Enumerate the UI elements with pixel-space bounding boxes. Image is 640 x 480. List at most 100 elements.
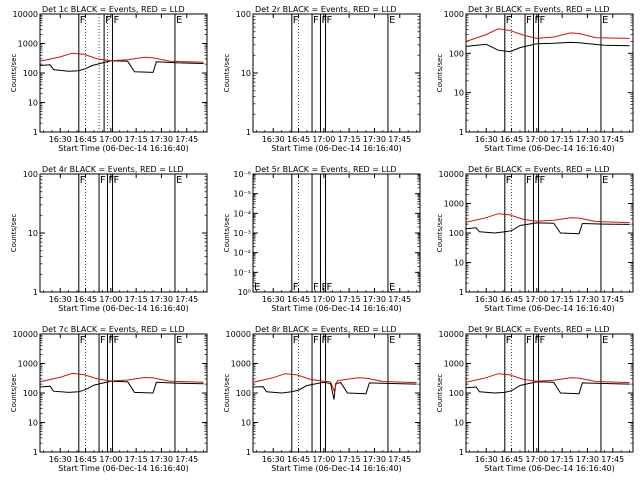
x-tick-label: 17:00 — [525, 455, 548, 464]
x-axis-label: Start Time (06-Dec-14 16:16:40) — [58, 304, 189, 313]
flag-label: F — [321, 282, 327, 293]
plot-frame — [252, 173, 421, 293]
x-tick-label: 17:15 — [551, 295, 574, 304]
panel-title: Det 7c BLACK = Events, RED = LLD — [42, 325, 185, 334]
flag-label: F — [506, 175, 512, 186]
x-tick-label: 17:00 — [312, 455, 335, 464]
y-tick-label: 100 — [236, 389, 251, 398]
x-tick-label: 16:30 — [475, 135, 498, 144]
x-tick-label: 17:15 — [125, 135, 148, 144]
flag-label: F — [321, 335, 327, 346]
x-tick-label: 16:45 — [287, 135, 310, 144]
x-tick-label: 16:30 — [262, 135, 285, 144]
x-tick-label: 16:45 — [74, 135, 97, 144]
flag-label: E — [602, 15, 608, 26]
series-line-lld — [39, 372, 204, 383]
y-tick-label: 10 — [28, 419, 38, 428]
y-axis-label: Counts/sec — [436, 214, 444, 253]
x-axis-label: Start Time (06-Dec-14 16:16:40) — [271, 144, 402, 153]
y-tick-label: 100 — [449, 229, 464, 238]
y-tick-label: 1000 — [444, 10, 464, 19]
y-tick-label: 10000 — [439, 170, 464, 179]
x-tick-label: 17:30 — [150, 295, 173, 304]
x-tick-label: 16:45 — [287, 455, 310, 464]
y-tick-label: 10⁻⁶ — [233, 170, 251, 179]
y-tick-label: 1 — [459, 288, 464, 297]
y-tick-label: 10 — [454, 259, 464, 268]
series-line-lld — [465, 28, 630, 42]
flag-label: F — [526, 15, 532, 26]
flag-label: E — [389, 335, 395, 346]
y-tick-label: 10⁻¹ — [233, 268, 251, 277]
flag-label: F — [327, 282, 333, 293]
y-tick-label: 10⁰ — [238, 288, 251, 297]
x-tick-label: 16:30 — [475, 455, 498, 464]
plot-frame — [465, 13, 634, 133]
x-tick-label: 17:30 — [576, 135, 599, 144]
flag-label: F — [526, 175, 532, 186]
x-tick-label: 17:45 — [175, 295, 198, 304]
x-tick-label: 17:45 — [388, 295, 411, 304]
y-tick-label: 100 — [449, 49, 464, 58]
series-line-events — [465, 222, 630, 235]
x-axis-label: Start Time (06-Dec-14 16:16:40) — [271, 464, 402, 473]
flag-label: F — [80, 15, 86, 26]
panel-title: Det 2r BLACK = Events, RED = LLD — [255, 5, 397, 14]
flag-label: F — [534, 335, 540, 346]
flag-label: F — [526, 335, 532, 346]
y-axis-label: Counts/sec — [436, 374, 444, 413]
flag-label: F — [313, 282, 319, 293]
x-axis-label: Start Time (06-Dec-14 16:16:40) — [484, 144, 615, 153]
x-tick-label: 16:45 — [500, 455, 523, 464]
flag-label: F — [321, 15, 327, 26]
x-tick-label: 17:30 — [150, 455, 173, 464]
flag-label: F — [540, 335, 546, 346]
x-tick-label: 17:15 — [125, 295, 148, 304]
y-axis-label: Counts/sec — [223, 374, 231, 413]
flag-label: F — [114, 335, 120, 346]
flag-label: F — [313, 335, 319, 346]
x-tick-label: 16:30 — [262, 295, 285, 304]
panel-title: Det 1c BLACK = Events, RED = LLD — [42, 5, 185, 14]
y-tick-label: 10 — [241, 419, 251, 428]
x-tick-label: 17:00 — [99, 455, 122, 464]
series-line-events — [252, 381, 417, 400]
x-tick-label: 16:30 — [475, 295, 498, 304]
flag-label: F — [540, 175, 546, 186]
y-tick-label: 10⁻² — [233, 249, 251, 258]
x-tick-label: 17:15 — [551, 135, 574, 144]
y-tick-label: 100 — [23, 389, 38, 398]
y-tick-label: 1 — [246, 128, 251, 137]
y-tick-label: 1000 — [18, 360, 38, 369]
panel-title: Det 6r BLACK = Events, RED = LLD — [468, 165, 610, 174]
flag-label: F — [100, 335, 106, 346]
flag-label: F — [506, 335, 512, 346]
y-tick-label: 10⁻³ — [233, 229, 251, 238]
flag-label: F — [80, 175, 86, 186]
series-line-events — [39, 60, 204, 73]
y-tick-label: 1 — [33, 128, 38, 137]
y-tick-label: 10 — [28, 99, 38, 108]
x-tick-label: 16:30 — [49, 295, 72, 304]
series-line-lld — [252, 373, 417, 393]
x-tick-label: 17:30 — [576, 295, 599, 304]
flag-label: E — [176, 335, 182, 346]
flag-label: F — [108, 335, 114, 346]
x-tick-label: 16:45 — [500, 135, 523, 144]
x-tick-label: 16:30 — [49, 455, 72, 464]
series-line-lld — [465, 373, 630, 384]
flag-label: F — [534, 175, 540, 186]
y-tick-label: 10⁻⁴ — [233, 209, 251, 218]
y-tick-label: 1000 — [444, 360, 464, 369]
flag-label: F — [327, 335, 333, 346]
x-axis-label: Start Time (06-Dec-14 16:16:40) — [484, 464, 615, 473]
y-axis-label: Counts/sec — [10, 374, 18, 413]
y-tick-label: 10000 — [226, 330, 251, 339]
x-tick-label: 17:45 — [175, 455, 198, 464]
y-axis-label: Counts/sec — [223, 214, 231, 253]
y-axis-label: Counts/sec — [436, 54, 444, 93]
x-tick-label: 17:00 — [99, 295, 122, 304]
